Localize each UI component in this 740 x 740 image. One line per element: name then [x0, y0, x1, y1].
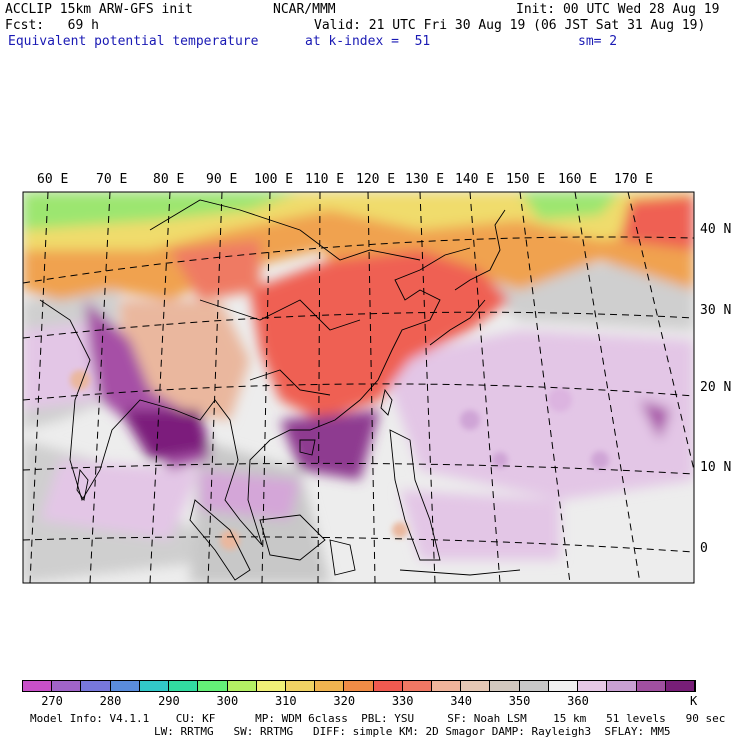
colorbar-swatch [519, 681, 549, 691]
colorbar-swatch [139, 681, 170, 691]
colorbar-swatch [110, 681, 140, 691]
physics-info-line: LW: RRTMG SW: RRTMG DIFF: simple KM: 2D … [154, 725, 671, 738]
colorbar-swatch [461, 681, 491, 691]
colorbar-swatch [490, 681, 520, 691]
valid-time: Valid: 21 UTC Fri 30 Aug 19 (06 JST Sat … [314, 18, 706, 33]
colorbar-tick-label: 330 [391, 694, 414, 708]
organization-label: NCAR/MMM [273, 2, 336, 17]
colorbar-swatch [227, 681, 257, 691]
colorbar-swatch [344, 681, 374, 691]
lat-label: 10 N [700, 460, 732, 475]
lat-label: 20 N [700, 380, 732, 395]
colorbar-swatch [607, 681, 637, 691]
colorbar-swatch [169, 681, 199, 691]
field-name: Equivalent potential temperature [8, 34, 259, 49]
colorbar-swatch [198, 681, 228, 691]
smoothing-label: sm= 2 [578, 34, 618, 49]
colorbar-swatch [373, 681, 403, 691]
colorbar-swatch [23, 681, 53, 691]
level-index: at k-index = 51 [305, 34, 431, 49]
colorbar-swatch [432, 681, 462, 691]
lon-label: 130 E [405, 172, 445, 187]
colorbar-swatch [578, 681, 608, 691]
colorbar-swatch [315, 681, 345, 691]
lon-label: 140 E [455, 172, 495, 187]
colorbar [22, 680, 696, 692]
colorbar-swatch [402, 681, 433, 691]
lon-label: 110 E [305, 172, 345, 187]
colorbar-tick-label: 310 [274, 694, 297, 708]
colorbar-swatch [548, 681, 579, 691]
lon-label: 120 E [356, 172, 396, 187]
init-time: Init: 00 UTC Wed 28 Aug 19 [516, 2, 720, 17]
colorbar-tick-label: 270 [41, 694, 63, 708]
model-info-line: Model Info: V4.1.1 CU: KF MP: WDM 6class… [30, 712, 726, 725]
colorbar-tick-label: 280 [99, 694, 122, 708]
colorbar-tick-label: 290 [158, 694, 180, 708]
lat-label: 0 [700, 541, 708, 556]
lon-label: 90 E [206, 172, 238, 187]
colorbar-tick-label: 360 [567, 694, 589, 708]
colorbar-tick-label: 320 [333, 694, 356, 708]
lon-label: 170 E [614, 172, 654, 187]
lon-label: 80 E [153, 172, 185, 187]
lon-label: 150 E [506, 172, 546, 187]
lon-label: 100 E [254, 172, 294, 187]
lon-label: 70 E [96, 172, 128, 187]
colorbar-swatch [81, 681, 111, 691]
lat-label: 40 N [700, 222, 732, 237]
model-title: ACCLIP 15km ARW-GFS init [5, 2, 193, 17]
colorbar-swatch [665, 681, 695, 691]
colorbar-tick-label: 350 [508, 694, 531, 708]
colorbar-tick-label: 340 [450, 694, 472, 708]
colorbar-swatch [636, 681, 666, 691]
colorbar-tick-label: 300 [216, 694, 239, 708]
forecast-hour: Fcst: 69 h [5, 18, 99, 33]
lon-label: 60 E [37, 172, 69, 187]
lon-label: 160 E [558, 172, 598, 187]
colorbar-tick-label: K [690, 694, 698, 708]
colorbar-swatch [52, 681, 82, 691]
lat-label: 30 N [700, 303, 732, 318]
colorbar-swatch [256, 681, 286, 691]
colorbar-swatch [285, 681, 316, 691]
